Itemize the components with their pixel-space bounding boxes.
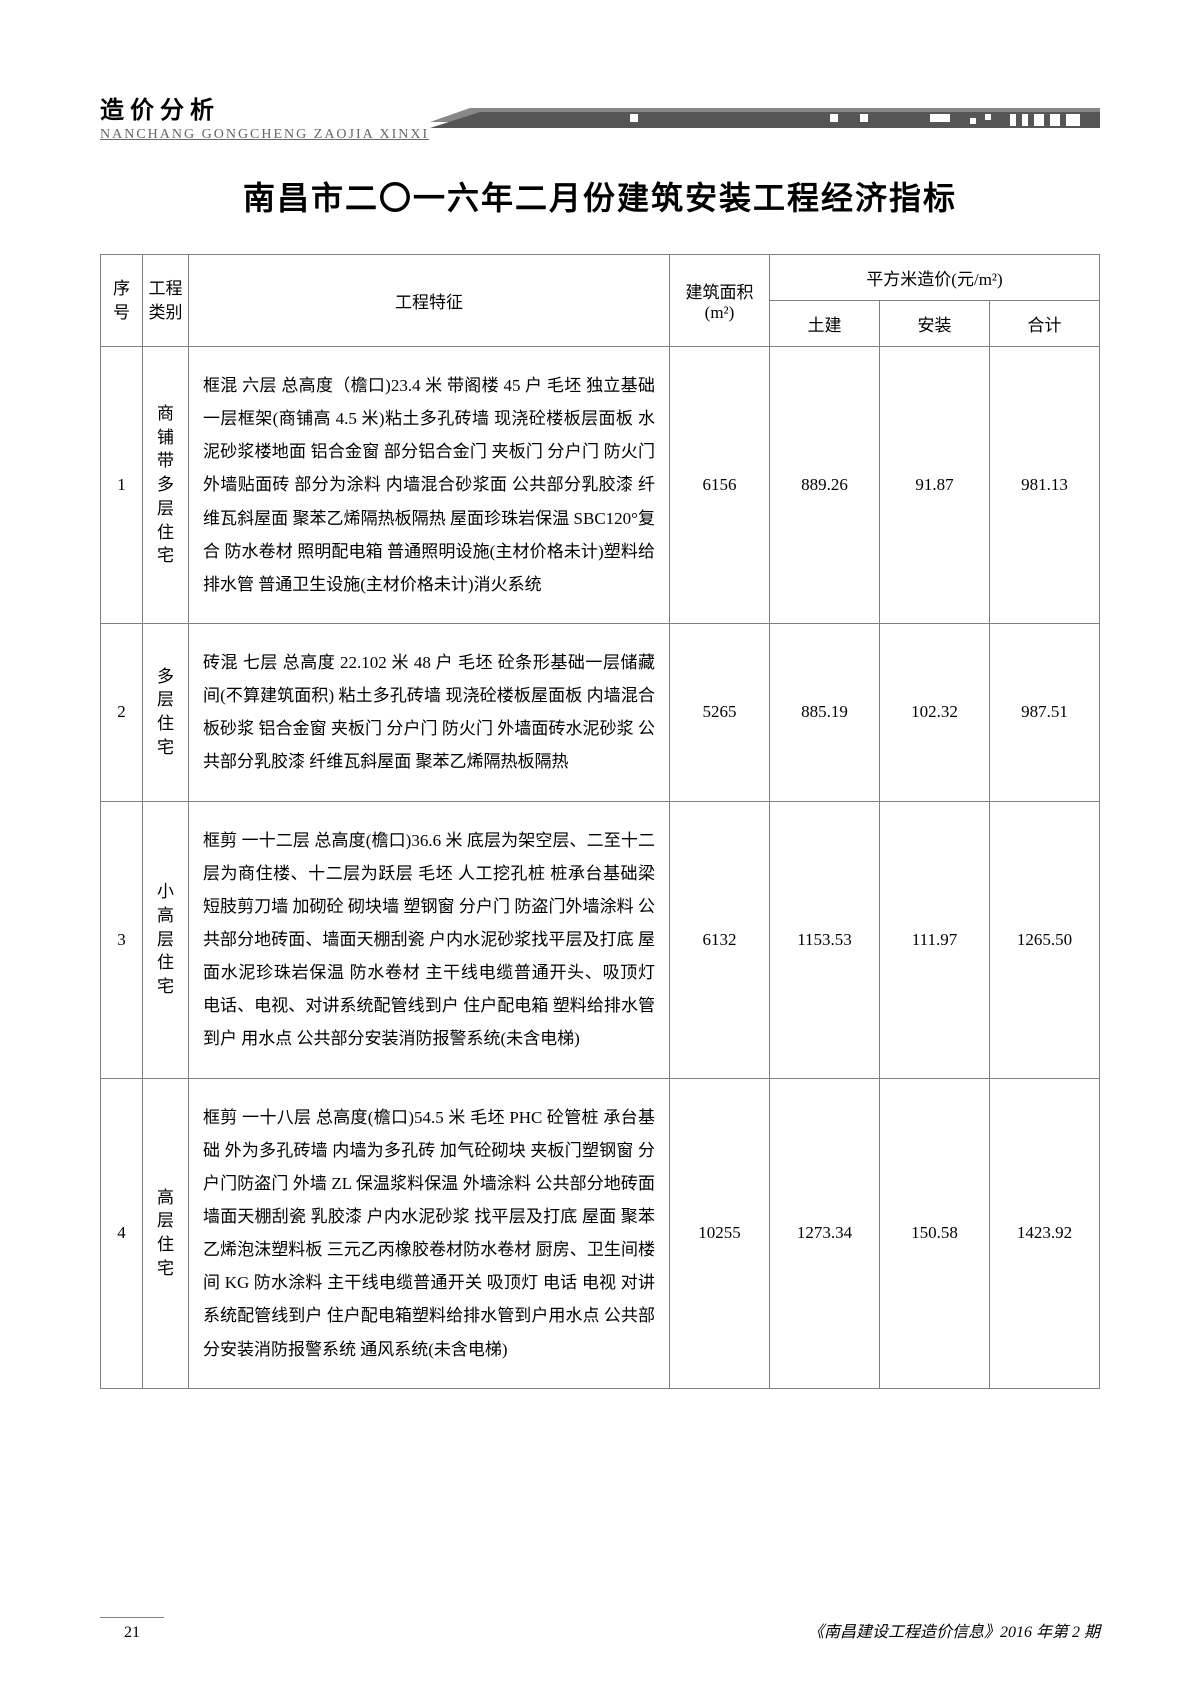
header-decorative-bar: [430, 100, 1100, 130]
table-row: 4高层住宅框剪 一十八层 总高度(檐口)54.5 米 毛坯 PHC 砼管桩 承台…: [101, 1078, 1100, 1388]
header-price-group: 平方米造价(元/m²): [770, 255, 1100, 301]
cell-area: 6156: [670, 347, 770, 624]
cell-category: 小高层住宅: [143, 801, 189, 1078]
cell-total: 1423.92: [990, 1078, 1100, 1388]
cell-area: 10255: [670, 1078, 770, 1388]
header-area-unit: (m²): [705, 303, 735, 322]
table-header: 序号 工程类别 工程特征 建筑面积 (m²) 平方米造价(元/m²) 土建 安装…: [101, 255, 1100, 347]
cell-install: 102.32: [880, 623, 990, 801]
cell-install: 150.58: [880, 1078, 990, 1388]
cell-area: 6132: [670, 801, 770, 1078]
footer-publication: 《南昌建设工程造价信息》2016 年第 2 期: [808, 1618, 1100, 1642]
cell-civil: 1153.53: [770, 801, 880, 1078]
cell-seq: 3: [101, 801, 143, 1078]
cell-seq: 4: [101, 1078, 143, 1388]
economic-indicators-table: 序号 工程类别 工程特征 建筑面积 (m²) 平方米造价(元/m²) 土建 安装…: [100, 254, 1100, 1389]
cell-features: 框混 六层 总高度（檐口)23.4 米 带阁楼 45 户 毛坯 独立基础一层框架…: [189, 347, 670, 624]
header-total: 合计: [990, 301, 1100, 347]
header-features: 工程特征: [189, 255, 670, 347]
cell-install: 111.97: [880, 801, 990, 1078]
cell-seq: 1: [101, 347, 143, 624]
main-title: 南昌市二〇一六年二月份建筑安装工程经济指标: [100, 173, 1100, 219]
cell-area: 5265: [670, 623, 770, 801]
table-row: 3小高层住宅框剪 一十二层 总高度(檐口)36.6 米 底层为架空层、二至十二层…: [101, 801, 1100, 1078]
header-area-label: 建筑面积: [686, 283, 754, 302]
cell-features: 框剪 一十八层 总高度(檐口)54.5 米 毛坯 PHC 砼管桩 承台基础 外为…: [189, 1078, 670, 1388]
header-category: 工程类别: [143, 255, 189, 347]
header-civil: 土建: [770, 301, 880, 347]
table-body: 1商铺带多层住宅框混 六层 总高度（檐口)23.4 米 带阁楼 45 户 毛坯 …: [101, 347, 1100, 1389]
cell-category: 高层住宅: [143, 1078, 189, 1388]
page-header: 造价分析 NANCHANG GONGCHENG ZAOJIA XINXI: [100, 90, 1100, 143]
cell-install: 91.87: [880, 347, 990, 624]
cell-features: 框剪 一十二层 总高度(檐口)36.6 米 底层为架空层、二至十二层为商住楼、十…: [189, 801, 670, 1078]
page-number: 21: [100, 1617, 164, 1642]
cell-civil: 889.26: [770, 347, 880, 624]
table-row: 2多层住宅砖混 七层 总高度 22.102 米 48 户 毛坯 砼条形基础一层储…: [101, 623, 1100, 801]
cell-total: 1265.50: [990, 801, 1100, 1078]
cell-seq: 2: [101, 623, 143, 801]
cell-civil: 1273.34: [770, 1078, 880, 1388]
header-seq: 序号: [101, 255, 143, 347]
cell-features: 砖混 七层 总高度 22.102 米 48 户 毛坯 砼条形基础一层储藏间(不算…: [189, 623, 670, 801]
cell-total: 987.51: [990, 623, 1100, 801]
cell-civil: 885.19: [770, 623, 880, 801]
cell-total: 981.13: [990, 347, 1100, 624]
cell-category: 多层住宅: [143, 623, 189, 801]
cell-category: 商铺带多层住宅: [143, 347, 189, 624]
header-install: 安装: [880, 301, 990, 347]
page-footer: 21 《南昌建设工程造价信息》2016 年第 2 期: [100, 1617, 1100, 1642]
header-area: 建筑面积 (m²): [670, 255, 770, 347]
table-row: 1商铺带多层住宅框混 六层 总高度（檐口)23.4 米 带阁楼 45 户 毛坯 …: [101, 347, 1100, 624]
